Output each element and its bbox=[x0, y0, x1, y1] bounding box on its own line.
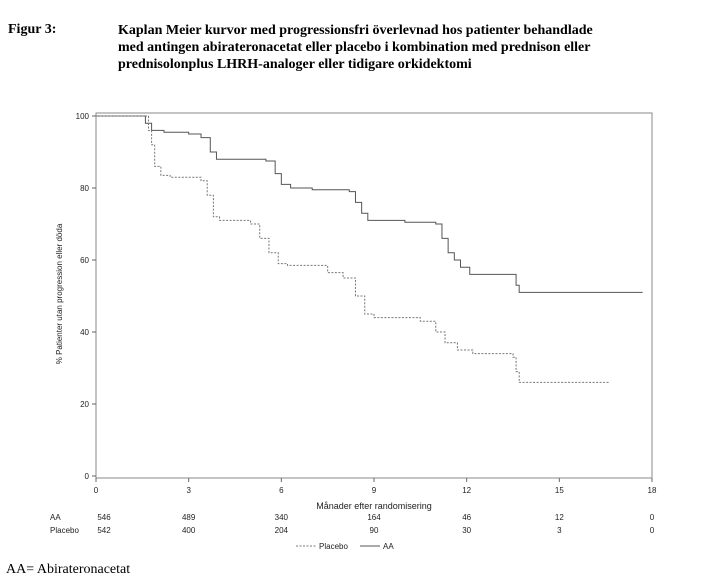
caption-line-2: med antingen abirateronacetat eller plac… bbox=[118, 40, 591, 55]
x-tick-label: 6 bbox=[279, 486, 284, 495]
at-risk-value: 46 bbox=[462, 513, 471, 522]
y-tick-label: 40 bbox=[80, 328, 89, 337]
at-risk-value: 340 bbox=[275, 513, 289, 522]
figure-caption: Kaplan Meier kurvor med progressionsfri … bbox=[118, 22, 708, 73]
y-tick-label: 60 bbox=[80, 256, 89, 265]
legend-label-placebo: Placebo bbox=[319, 542, 348, 551]
at-risk-value: 164 bbox=[367, 513, 381, 522]
legend-label-aa: AA bbox=[383, 542, 394, 551]
figure-label: Figur 3: bbox=[8, 22, 57, 37]
caption-line-3: prednisolonplus LHRH-analoger eller tidi… bbox=[118, 57, 472, 72]
at-risk-value: 90 bbox=[370, 526, 379, 535]
x-axis-label: Månader efter randomisering bbox=[316, 501, 432, 511]
y-tick-label: 20 bbox=[80, 400, 89, 409]
at-risk-value: 546 bbox=[97, 513, 111, 522]
at-risk-value: 204 bbox=[275, 526, 289, 535]
at-risk-label-aa: AA bbox=[50, 513, 61, 522]
series-placebo-line bbox=[96, 115, 609, 383]
y-axis-label: % Patienter utan progression eller döda bbox=[55, 223, 64, 364]
y-tick-label: 0 bbox=[85, 472, 90, 481]
y-tick-label: 100 bbox=[76, 112, 90, 121]
x-tick-label: 0 bbox=[94, 486, 99, 495]
at-risk-value: 0 bbox=[650, 526, 655, 535]
x-tick-label: 18 bbox=[648, 486, 657, 495]
x-tick-label: 15 bbox=[555, 486, 564, 495]
plot-frame bbox=[95, 112, 653, 479]
x-tick-label: 12 bbox=[462, 486, 471, 495]
x-tick-label: 9 bbox=[372, 486, 377, 495]
at-risk-value: 0 bbox=[650, 513, 655, 522]
x-tick-label: 3 bbox=[186, 486, 191, 495]
at-risk-value: 542 bbox=[97, 526, 111, 535]
at-risk-value: 30 bbox=[462, 526, 471, 535]
series-aa-line bbox=[96, 115, 643, 293]
y-tick-label: 80 bbox=[80, 184, 89, 193]
at-risk-value: 400 bbox=[182, 526, 196, 535]
at-risk-label-placebo: Placebo bbox=[50, 526, 79, 535]
caption-line-1: Kaplan Meier kurvor med progressionsfri … bbox=[118, 23, 593, 38]
footnote: AA= Abirateronacetat bbox=[6, 562, 131, 577]
at-risk-value: 12 bbox=[555, 513, 564, 522]
at-risk-value: 489 bbox=[182, 513, 196, 522]
at-risk-value: 3 bbox=[557, 526, 562, 535]
